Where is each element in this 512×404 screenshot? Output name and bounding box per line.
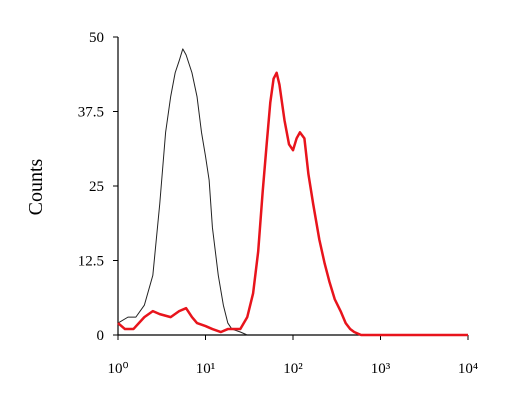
y-tick-label: 25 [89, 179, 104, 195]
y-tick-label: 50 [89, 30, 104, 46]
x-tick-label: 10⁰ [107, 361, 128, 377]
y-tick-label: 0 [97, 328, 105, 344]
y-tick-label: 37.5 [78, 105, 104, 121]
x-tick-label: 10³ [371, 361, 391, 377]
x-tick-label: 10⁴ [458, 361, 478, 377]
x-tick-label: 10¹ [196, 361, 216, 377]
y-axis-label: Counts [25, 158, 47, 215]
series-line [117, 48, 248, 336]
series-line [117, 71, 468, 337]
x-tick-label: 10² [283, 361, 303, 377]
y-tick-label: 12.5 [78, 254, 104, 270]
